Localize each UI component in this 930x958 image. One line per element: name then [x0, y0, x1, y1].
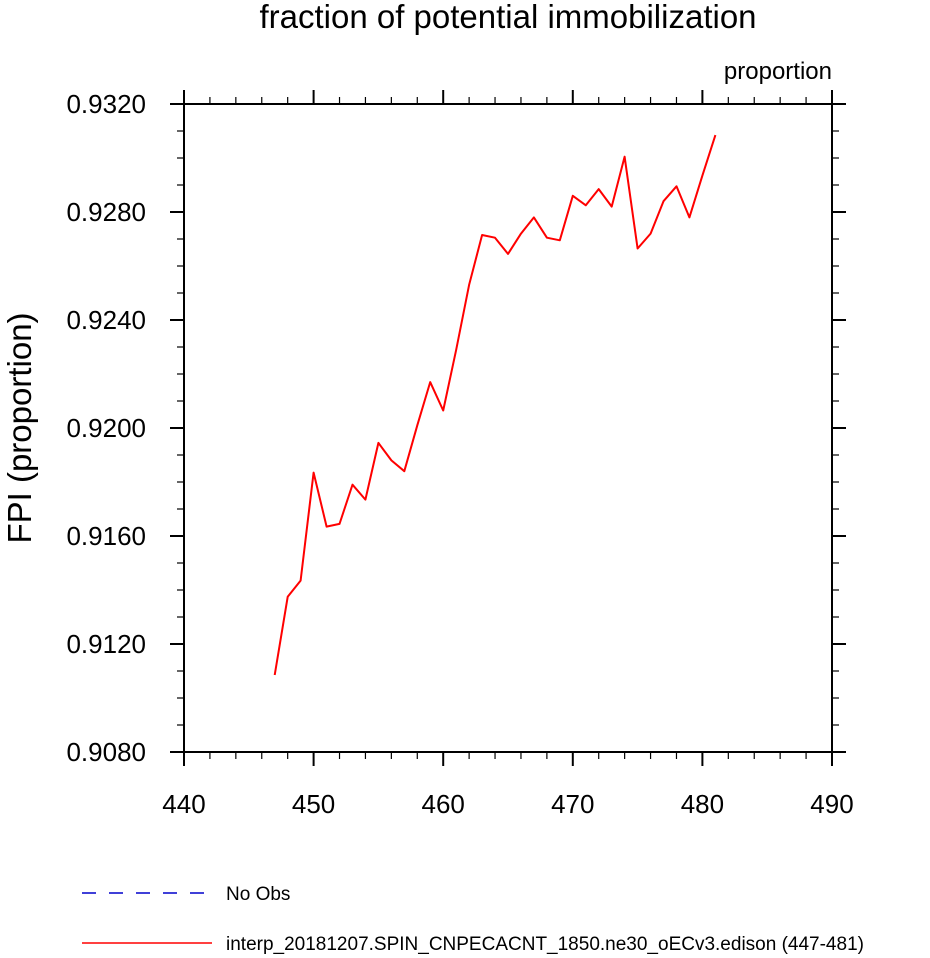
- y-tick-label: 0.9240: [66, 305, 146, 335]
- y-tick-label: 0.9120: [66, 629, 146, 659]
- y-axis-label: FPI (proportion): [1, 312, 38, 543]
- chart-title: fraction of potential immobilization: [259, 0, 756, 35]
- x-tick-label: 440: [162, 789, 205, 819]
- axis-ticks: [170, 90, 846, 766]
- series-group: [273, 134, 717, 676]
- legend-label-no-obs: No Obs: [226, 884, 290, 905]
- axis-tick-labels: 440 450 460 470 480 490 0.9080 0.9120 0.9160 0.92…: [66, 89, 853, 819]
- x-tick-label: 450: [292, 789, 335, 819]
- legend-label-model: interp_20181207.SPIN_CNPECACNT_1850.ne30…: [226, 934, 864, 955]
- x-tick-label: 490: [810, 789, 853, 819]
- plot-frame: [183, 103, 833, 753]
- x-tick-label: 470: [551, 789, 594, 819]
- units-label: proportion: [724, 58, 832, 85]
- y-tick-label: 0.9080: [66, 737, 146, 767]
- series-line: [273, 134, 717, 676]
- y-tick-label: 0.9280: [66, 197, 146, 227]
- x-tick-label: 480: [681, 789, 724, 819]
- y-tick-label: 0.9160: [66, 521, 146, 551]
- legend: No Obs interp_20181207.SPIN_CNPECACNT_18…: [82, 884, 864, 955]
- y-tick-label: 0.9200: [66, 413, 146, 443]
- x-tick-label: 460: [422, 789, 465, 819]
- y-tick-label: 0.9320: [66, 89, 146, 119]
